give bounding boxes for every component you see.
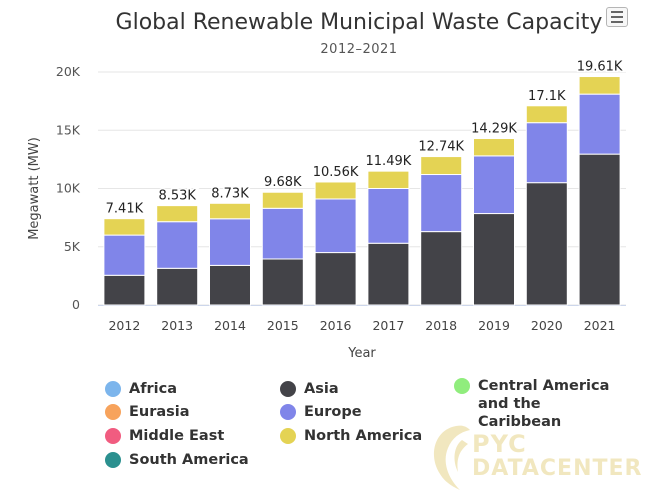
x-tick-label: 2016 (320, 318, 352, 333)
bar-north-america-2014 (209, 202, 251, 220)
x-tick-label: 2012 (108, 318, 140, 333)
bar-asia-2013 (156, 267, 199, 306)
x-tick-label: 2013 (161, 318, 193, 333)
bar-europe-2019 (473, 155, 515, 215)
bar-asia-2020 (525, 182, 568, 306)
y-tick-label: 5K (64, 239, 81, 254)
bar-north-america-2015 (261, 191, 304, 209)
legend-africa-icon (105, 381, 121, 397)
legend-item-europe[interactable]: Europe (280, 403, 454, 421)
x-axis-title: Year (347, 346, 376, 361)
hamburger-icon-bar (611, 16, 623, 18)
bar-europe-2016 (314, 198, 357, 254)
legend-north-america-icon (280, 428, 296, 444)
legend-europe-icon (280, 404, 296, 420)
legend-central-america-icon (454, 378, 470, 394)
watermark-logo-icon (433, 425, 470, 490)
x-tick-label: 2014 (214, 318, 246, 333)
total-label: 9.68K (264, 175, 302, 190)
bar-europe-2020 (525, 122, 568, 184)
chart-menu-button[interactable] (606, 7, 628, 27)
y-axis-title: Megawatt (MW) (27, 137, 42, 240)
total-label: 7.41K (106, 202, 144, 217)
bar-north-america-2017 (367, 170, 410, 189)
legend-item-central-america[interactable]: Central America and the Caribbean (454, 377, 618, 431)
bar-europe-2021 (578, 93, 621, 155)
total-label: 12.74K (418, 140, 464, 155)
bar-europe-2018 (420, 174, 463, 233)
legend-eurasia-icon (105, 404, 121, 420)
legend-item-north-america[interactable]: North America (280, 427, 454, 445)
bar-asia-2016 (314, 252, 357, 306)
bar-north-america-2013 (156, 205, 199, 223)
bar-europe-2017 (367, 188, 410, 244)
hamburger-icon (611, 11, 623, 13)
x-tick-label: 2018 (425, 318, 457, 333)
bar-europe-2015 (261, 207, 304, 260)
total-label: 11.49K (366, 154, 412, 169)
y-tick-label: 10K (56, 181, 81, 196)
bar-north-america-2019 (473, 138, 515, 157)
legend-south-america-icon (105, 452, 121, 468)
legend-item-south-america[interactable]: South America (105, 451, 279, 469)
legend-item-middle-east[interactable]: Middle East (105, 427, 279, 445)
y-tick-label: 20K (56, 64, 81, 79)
legend-item-africa[interactable]: Africa (105, 380, 279, 398)
total-label: 8.53K (158, 189, 196, 204)
bar-asia-2015 (261, 258, 304, 306)
legend-label: Asia (304, 381, 339, 397)
legend-label: Africa (129, 381, 178, 397)
watermark-line2: DATACENTER (472, 456, 643, 481)
total-label: 10.56K (313, 165, 359, 180)
hamburger-icon-bar (611, 21, 623, 23)
bar-north-america-2012 (103, 218, 146, 236)
legend-item-asia[interactable]: Asia (280, 380, 454, 398)
bar-north-america-2020 (525, 105, 568, 124)
pyc-datacenter-watermark: PYC DATACENTER (426, 420, 646, 494)
bar-north-america-2021 (578, 76, 621, 95)
total-label: 17.1K (528, 89, 566, 104)
x-tick-label: 2019 (478, 318, 510, 333)
bar-asia-2014 (209, 264, 251, 306)
chart-title: Global Renewable Municipal Waste Capacit… (115, 10, 603, 35)
chart-subtitle: 2012–2021 (320, 42, 398, 57)
legend-middle-east-icon (105, 428, 121, 444)
legend-asia-icon (280, 381, 296, 397)
total-label: 8.73K (211, 186, 249, 201)
x-tick-label: 2020 (531, 318, 563, 333)
legend-label: North America (304, 428, 423, 444)
bar-europe-2013 (156, 221, 199, 269)
x-tick-label: 2021 (584, 318, 616, 333)
bar-europe-2012 (103, 234, 146, 276)
watermark-line1: PYC (472, 430, 527, 458)
bar-asia-2017 (367, 242, 410, 306)
x-tick-label: 2017 (372, 318, 404, 333)
y-tick-label: 0 (72, 297, 80, 312)
legend-label: Eurasia (129, 404, 190, 420)
total-label: 19.61K (577, 60, 623, 75)
bar-europe-2014 (209, 218, 251, 266)
legend-label: Europe (304, 404, 362, 420)
bar-north-america-2016 (314, 181, 357, 200)
bar-asia-2021 (578, 153, 621, 306)
bar-north-america-2018 (420, 156, 463, 176)
bar-asia-2012 (103, 274, 146, 306)
legend-label: Central America and the Caribbean (478, 378, 610, 430)
y-tick-label: 15K (56, 122, 81, 137)
bar-asia-2019 (473, 213, 515, 306)
x-tick-label: 2015 (267, 318, 299, 333)
legend-item-eurasia[interactable]: Eurasia (105, 403, 279, 421)
bar-asia-2018 (420, 231, 463, 306)
legend-label: Middle East (129, 428, 225, 444)
legend-label: South America (129, 452, 249, 468)
total-label: 14.29K (471, 122, 517, 137)
